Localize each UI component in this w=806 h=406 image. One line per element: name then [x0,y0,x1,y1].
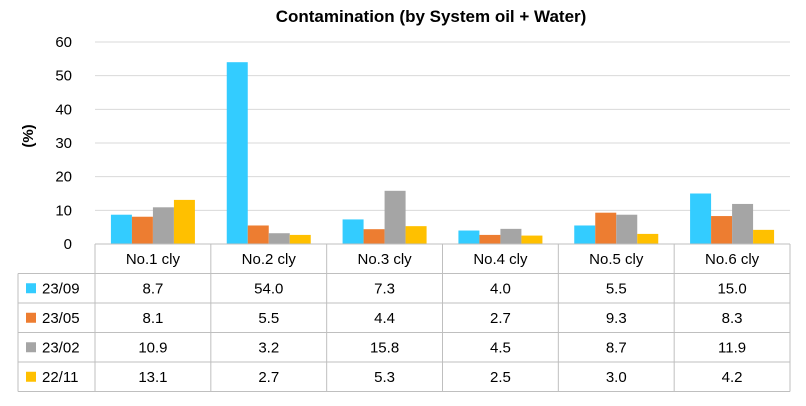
data-label: 4.4 [374,310,395,327]
bar [289,234,311,244]
data-label: 8.3 [722,310,743,327]
category-label: No.3 cly [357,251,412,268]
y-tick-label: 10 [55,202,72,219]
bar [363,229,385,244]
y-tick-label: 60 [55,34,72,51]
bar [574,225,596,244]
data-label: 54.0 [254,280,283,297]
data-label: 10.9 [138,339,167,356]
category-label: No.4 cly [473,251,528,268]
legend-swatch [26,283,36,294]
gridlines [95,41,790,211]
data-label: 3.0 [606,369,627,386]
bar [173,199,195,244]
bar [521,235,543,244]
bar [732,203,754,244]
data-label: 8.7 [142,280,163,297]
y-tick-label: 40 [55,101,72,118]
data-label: 2.7 [490,310,511,327]
bar [458,230,480,244]
category-label: No.1 cly [126,251,181,268]
bar [479,234,501,244]
data-label: 5.5 [258,310,279,327]
legend-swatch [26,312,36,323]
legend-swatch [26,371,36,382]
bar [753,229,775,244]
data-label: 7.3 [374,280,395,297]
category-label: No.5 cly [589,251,644,268]
data-label: 11.9 [718,339,746,356]
data-label: 2.5 [490,369,511,386]
category-label: No.2 cly [242,251,297,268]
legend-label: 23/02 [42,339,80,356]
data-label: 15.8 [370,339,399,356]
bar [637,233,659,244]
bar [595,212,617,244]
chart-title: Contamination (by System oil + Water) [276,7,587,26]
legend-swatch [26,342,36,353]
legend-label: 23/05 [42,310,80,327]
data-label: 4.0 [490,280,511,297]
bar [110,214,132,244]
data-label: 9.3 [606,310,627,327]
y-tick-label: 50 [55,68,72,85]
data-label: 8.1 [142,310,163,327]
data-label: 13.1 [138,369,167,386]
bar [226,62,248,245]
data-label: 4.2 [722,369,743,386]
y-axis-label: (%) [20,124,37,147]
bar [131,216,153,244]
data-label: 5.5 [606,280,627,297]
data-label: 4.5 [490,339,511,356]
bar [152,207,174,244]
bar [500,228,522,244]
bar [405,226,427,244]
data-label: 2.7 [258,369,279,386]
y-axis-ticks: 0 10 20 30 40 50 60 [55,34,72,253]
category-label: No.6 cly [705,251,760,268]
data-label: 15.0 [717,280,746,297]
bar [616,214,638,244]
bar [268,233,290,244]
y-tick-label: 30 [55,135,72,152]
legend-label: 22/11 [42,369,78,386]
y-tick-label: 0 [64,236,72,253]
data-label: 3.2 [258,339,279,356]
y-tick-label: 20 [55,169,72,186]
bar [247,225,269,244]
bar [384,190,406,244]
legend-label: 23/09 [42,280,80,297]
data-label: 8.7 [606,339,627,356]
bar [690,193,712,244]
data-table: No.1 cly No.2 cly No.3 cly No.4 cly No.5 cly… [17,243,791,392]
bars [110,62,775,245]
bar [342,219,364,244]
data-label: 5.3 [374,369,395,386]
bar [711,216,733,244]
